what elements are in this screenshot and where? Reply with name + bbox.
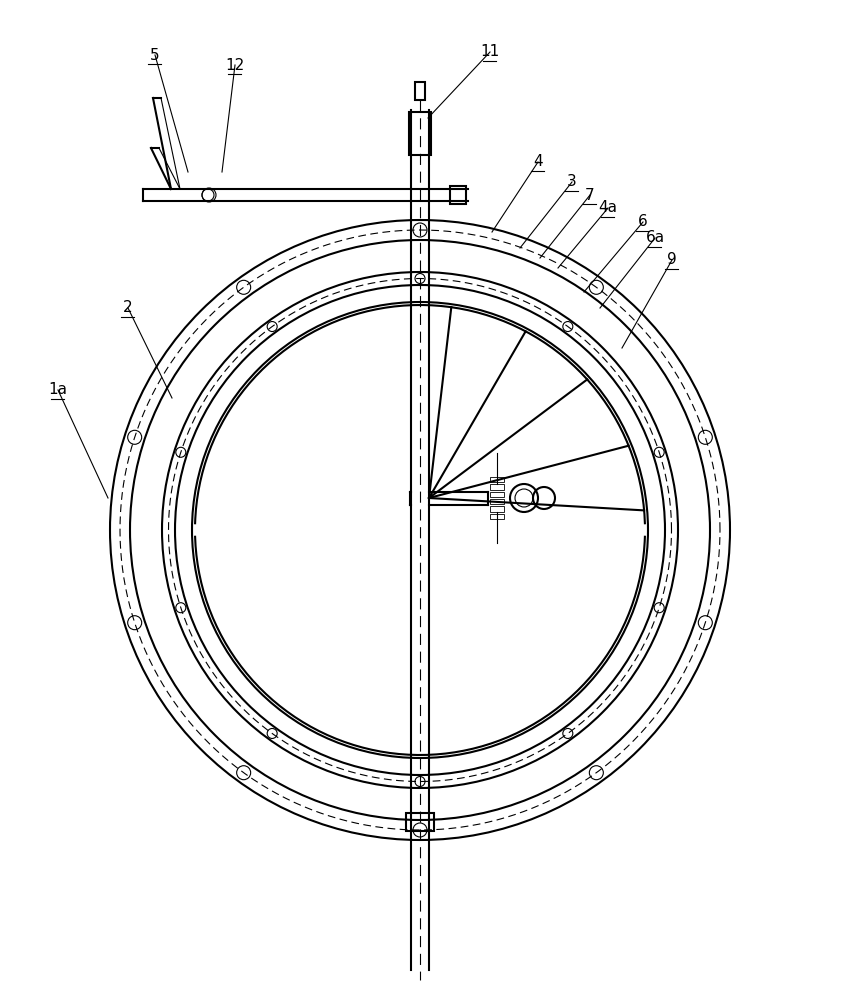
Bar — [490, 506, 504, 512]
Bar — [450, 186, 466, 204]
Text: 6a: 6a — [645, 231, 664, 245]
Text: 4: 4 — [533, 154, 542, 169]
Bar — [490, 514, 504, 519]
Text: 12: 12 — [225, 57, 245, 73]
Bar — [415, 82, 425, 100]
Text: 3: 3 — [567, 174, 577, 190]
Text: 6: 6 — [638, 215, 648, 230]
Bar — [490, 484, 504, 490]
Bar — [490, 477, 504, 482]
Text: 2: 2 — [123, 300, 133, 316]
Text: 5: 5 — [151, 47, 160, 62]
Bar — [490, 492, 504, 497]
Text: 11: 11 — [480, 44, 500, 60]
Text: 1a: 1a — [49, 382, 67, 397]
Bar — [490, 499, 504, 504]
Text: 4a: 4a — [599, 200, 617, 216]
Bar — [406, 813, 434, 831]
Bar — [409, 112, 431, 155]
Text: 9: 9 — [667, 252, 677, 267]
Text: 7: 7 — [585, 188, 595, 202]
